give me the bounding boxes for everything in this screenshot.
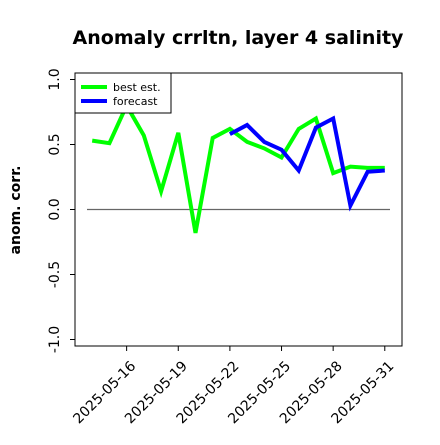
y-tick-label: -0.5 (47, 261, 63, 288)
y-tick-label: 0.0 (47, 198, 63, 220)
legend-label-forecast: forecast (113, 95, 158, 108)
legend: best est. forecast (74, 72, 172, 114)
series-line-best-est- (91, 101, 385, 234)
y-tick-label: 1.0 (47, 68, 63, 90)
y-axis-label: anom. corr. (8, 166, 24, 255)
chart-title: Anomaly crrltn, layer 4 salinity (73, 27, 404, 49)
legend-label-best-est: best est. (113, 81, 161, 94)
legend-box (74, 72, 172, 114)
series-line-forecast (228, 115, 385, 212)
y-tick-label: 0.5 (47, 133, 63, 155)
y-tick-label: -1.0 (47, 326, 63, 353)
